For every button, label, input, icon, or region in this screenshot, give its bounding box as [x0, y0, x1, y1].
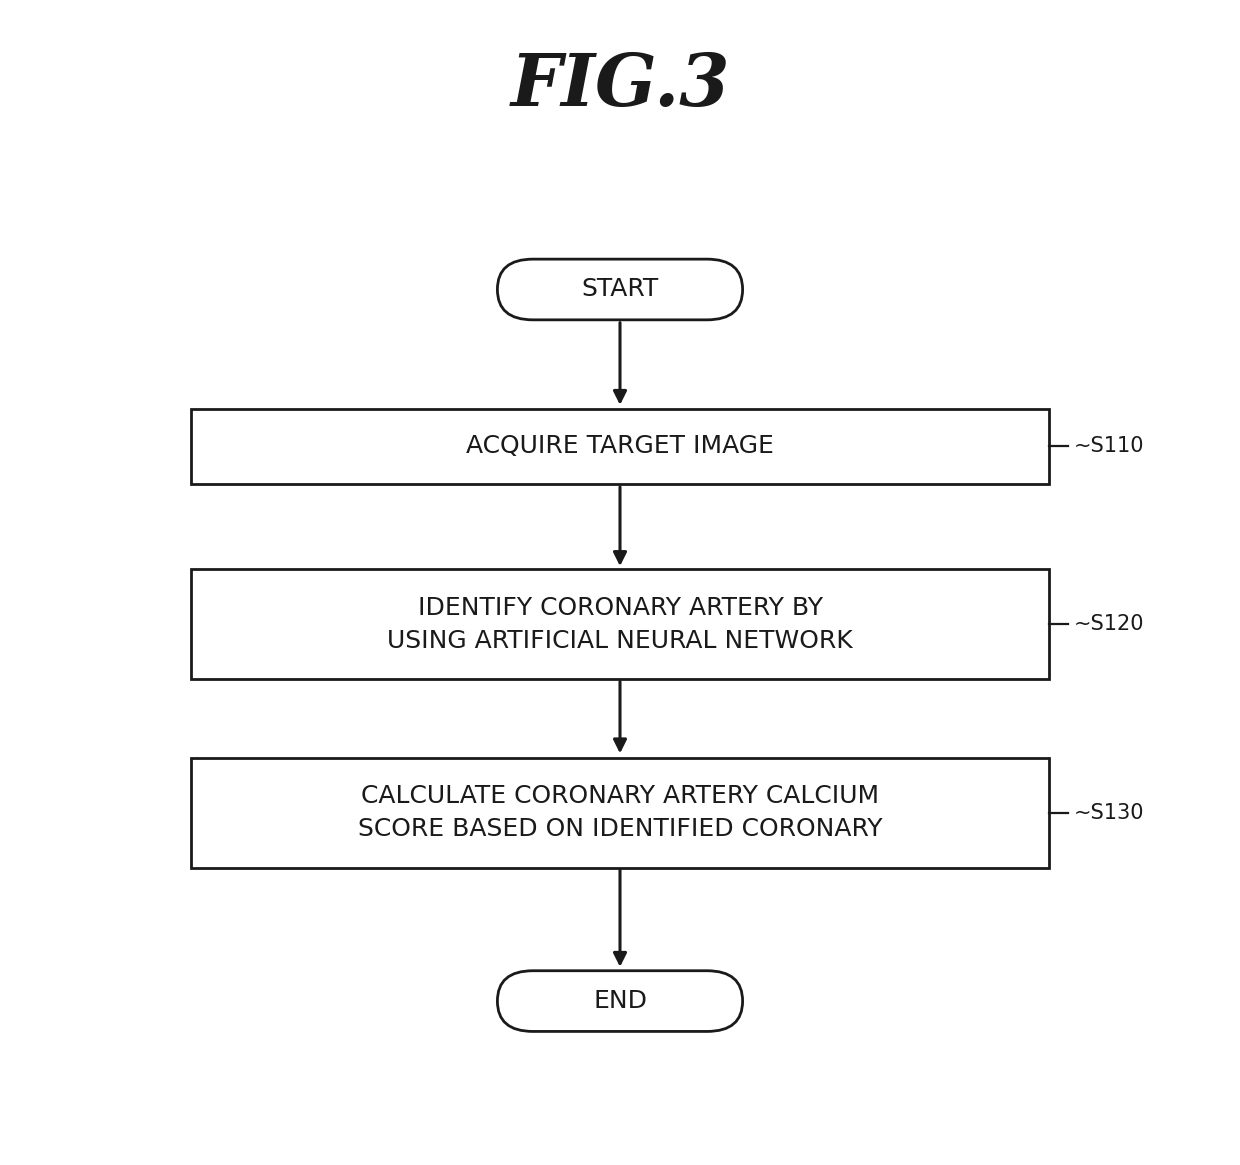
FancyBboxPatch shape [191, 757, 1049, 868]
Text: ~S110: ~S110 [1074, 437, 1145, 457]
Text: ~S120: ~S120 [1074, 614, 1145, 635]
Text: CALCULATE CORONARY ARTERY CALCIUM
SCORE BASED ON IDENTIFIED CORONARY: CALCULATE CORONARY ARTERY CALCIUM SCORE … [358, 784, 882, 841]
FancyBboxPatch shape [497, 970, 743, 1031]
Text: IDENTIFY CORONARY ARTERY BY
USING ARTIFICIAL NEURAL NETWORK: IDENTIFY CORONARY ARTERY BY USING ARTIFI… [387, 595, 853, 654]
Text: START: START [582, 277, 658, 302]
FancyBboxPatch shape [191, 570, 1049, 679]
Text: FIG.3: FIG.3 [510, 50, 730, 121]
FancyBboxPatch shape [191, 409, 1049, 485]
Text: ACQUIRE TARGET IMAGE: ACQUIRE TARGET IMAGE [466, 435, 774, 459]
FancyBboxPatch shape [497, 259, 743, 320]
Text: ~S130: ~S130 [1074, 803, 1145, 822]
Text: END: END [593, 989, 647, 1014]
